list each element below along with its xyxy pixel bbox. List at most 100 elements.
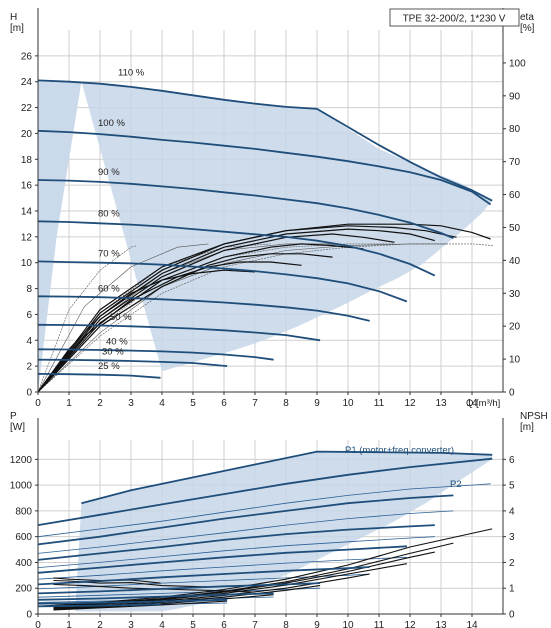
chart1-eta-0: [37, 223, 491, 393]
chart1-ytick-label-0: 0: [26, 388, 32, 399]
chart1-y2tick-label-90: 90: [509, 91, 521, 102]
chart2-y2tick-label-2: 2: [509, 558, 515, 569]
chart1-eta-1: [37, 225, 457, 393]
chart2-xtick-label-3: 3: [128, 620, 134, 628]
chart2-xtick-label-5: 5: [190, 620, 196, 628]
chart2-ylabel-left-line0: P: [10, 411, 17, 422]
chart2-xtick-label-10: 10: [342, 620, 354, 628]
chart1-y2tick-label-80: 80: [509, 124, 521, 135]
chart1-y2tick-label-30: 30: [509, 289, 521, 300]
chart2-ytick-label-1200: 1200: [10, 455, 33, 466]
chart2-npsh-0: [37, 528, 493, 607]
chart2-npsh-9: [53, 579, 209, 588]
chart1-ytick-label-14: 14: [21, 207, 33, 218]
chart2-xtick-label-14: 14: [466, 620, 478, 628]
chart2-series-0: [81, 450, 493, 505]
chart1-xtick-label-6: 6: [221, 398, 227, 409]
chart2-ylabel-right-line0: NPSH: [520, 411, 548, 422]
p2-annotation: P2: [450, 479, 462, 490]
chart1-xtick-label-13: 13: [435, 398, 447, 409]
chart2-series-5: [37, 566, 370, 586]
chart2-npsh-6: [53, 594, 274, 610]
chart2-xtick-label-13: 13: [435, 620, 447, 628]
chart2-p2-2: [37, 536, 435, 568]
chart1-y2tick-label-40: 40: [509, 256, 521, 267]
chart1-series-label-4: 70 %: [98, 248, 120, 259]
chart1-series-label-2: 90 %: [98, 167, 120, 178]
chart2-series-1: [37, 457, 493, 526]
chart2-y2tick-label-6: 6: [509, 455, 515, 466]
chart2-p2-1: [37, 510, 454, 554]
chart1-ytick-label-6: 6: [26, 310, 32, 321]
chart1-series-label-5: 60 %: [98, 283, 120, 294]
chart2-y2tick-label-5: 5: [509, 481, 515, 492]
chart1-xtick-label-12: 12: [404, 398, 416, 409]
chart1-y2tick-label-10: 10: [509, 355, 521, 366]
chart1-xtick-label-1: 1: [66, 398, 72, 409]
chart2-ylabel-left-line1: [W]: [10, 422, 25, 433]
chart1-series-1: [37, 129, 492, 206]
chart1-xtick-label-10: 10: [342, 398, 354, 409]
title-box: [389, 8, 520, 27]
chart2-ytick-label-800: 800: [15, 506, 32, 517]
chart1-eta-thin-1: [37, 243, 209, 393]
chart2-series-6: [37, 582, 321, 595]
chart2-series-2: [37, 494, 454, 546]
chart1-ylabel-left-line1: [m]: [10, 23, 24, 34]
chart2-ylabel-right-line1: [m]: [520, 422, 534, 433]
chart1-ytick-label-16: 16: [21, 181, 33, 192]
chart1-ytick-label-12: 12: [21, 232, 33, 243]
x-axis-label: Q [m³/h]: [466, 398, 500, 409]
chart1-series-9: [37, 373, 161, 379]
chart1-y2tick-label-70: 70: [509, 157, 521, 168]
chart1-series-8: [37, 358, 228, 367]
chart1-series-label-0: 110 %: [118, 67, 145, 78]
chart1-ytick-label-4: 4: [26, 336, 32, 347]
chart1-series-label-7: 40 %: [106, 336, 128, 347]
chart1-y2tick-label-60: 60: [509, 190, 521, 201]
chart1-xtick-label-3: 3: [128, 398, 134, 409]
chart1-series-label-1: 100 %: [98, 118, 125, 129]
chart1-series-label-6: 50 %: [110, 312, 132, 323]
chart2-xtick-label-1: 1: [66, 620, 72, 628]
chart1-ytick-label-24: 24: [21, 77, 33, 88]
chart1-ylabel-right-line0: eta: [520, 12, 534, 23]
chart2-xtick-label-12: 12: [404, 620, 416, 628]
chart2-npsh-3: [53, 563, 407, 609]
chart2-ytick-label-200: 200: [15, 584, 32, 595]
chart2-xtick-label-2: 2: [97, 620, 103, 628]
p1-annotation: P1 (motor+freq.converter): [345, 445, 454, 456]
chart1-xtick-label-0: 0: [35, 398, 41, 409]
chart1-series-0: [37, 79, 493, 202]
chart2-y2tick-label-1: 1: [509, 584, 515, 595]
chart1-ytick-label-20: 20: [21, 129, 33, 140]
chart2-series-3: [37, 524, 435, 561]
chart1-xtick-label-4: 4: [159, 398, 165, 409]
chart1-series-label-9: 25 %: [98, 361, 120, 372]
chart2-series-9: [37, 603, 161, 608]
chart1-xtick-label-14: 14: [466, 398, 478, 409]
chart2-xtick-label-11: 11: [374, 620, 385, 628]
chart1-envelope: [38, 80, 493, 393]
chart1-series-label-3: 80 %: [98, 208, 120, 219]
chart1-xtick-label-7: 7: [252, 398, 258, 409]
chart1-ytick-label-2: 2: [26, 362, 32, 373]
chart2-series-8: [37, 598, 228, 605]
chart1-eta-2: [37, 228, 435, 393]
chart1-eta-thin-0: [37, 245, 138, 393]
chart1-y2tick-label-0: 0: [509, 388, 515, 399]
chart2-xtick-label-4: 4: [159, 620, 165, 628]
data-curves: [37, 79, 494, 611]
chart1-ylabel-left-line0: H: [10, 12, 17, 23]
chart2-ytick-label-400: 400: [15, 558, 32, 569]
chart1-ytick-label-22: 22: [21, 103, 33, 114]
chart2-ytick-label-0: 0: [26, 610, 32, 621]
chart2-series-4: [37, 545, 407, 574]
chart1-xtick-label-2: 2: [97, 398, 103, 409]
chart2-ytick-label-600: 600: [15, 532, 32, 543]
chart1-xtick-label-9: 9: [314, 398, 320, 409]
chart2-xtick-label-9: 9: [314, 620, 320, 628]
chart1-y2tick-label-50: 50: [509, 223, 521, 234]
chart-text: TPE 32-200/2, 1*230 V Q [m³/h] P1 (motor…: [10, 8, 548, 628]
